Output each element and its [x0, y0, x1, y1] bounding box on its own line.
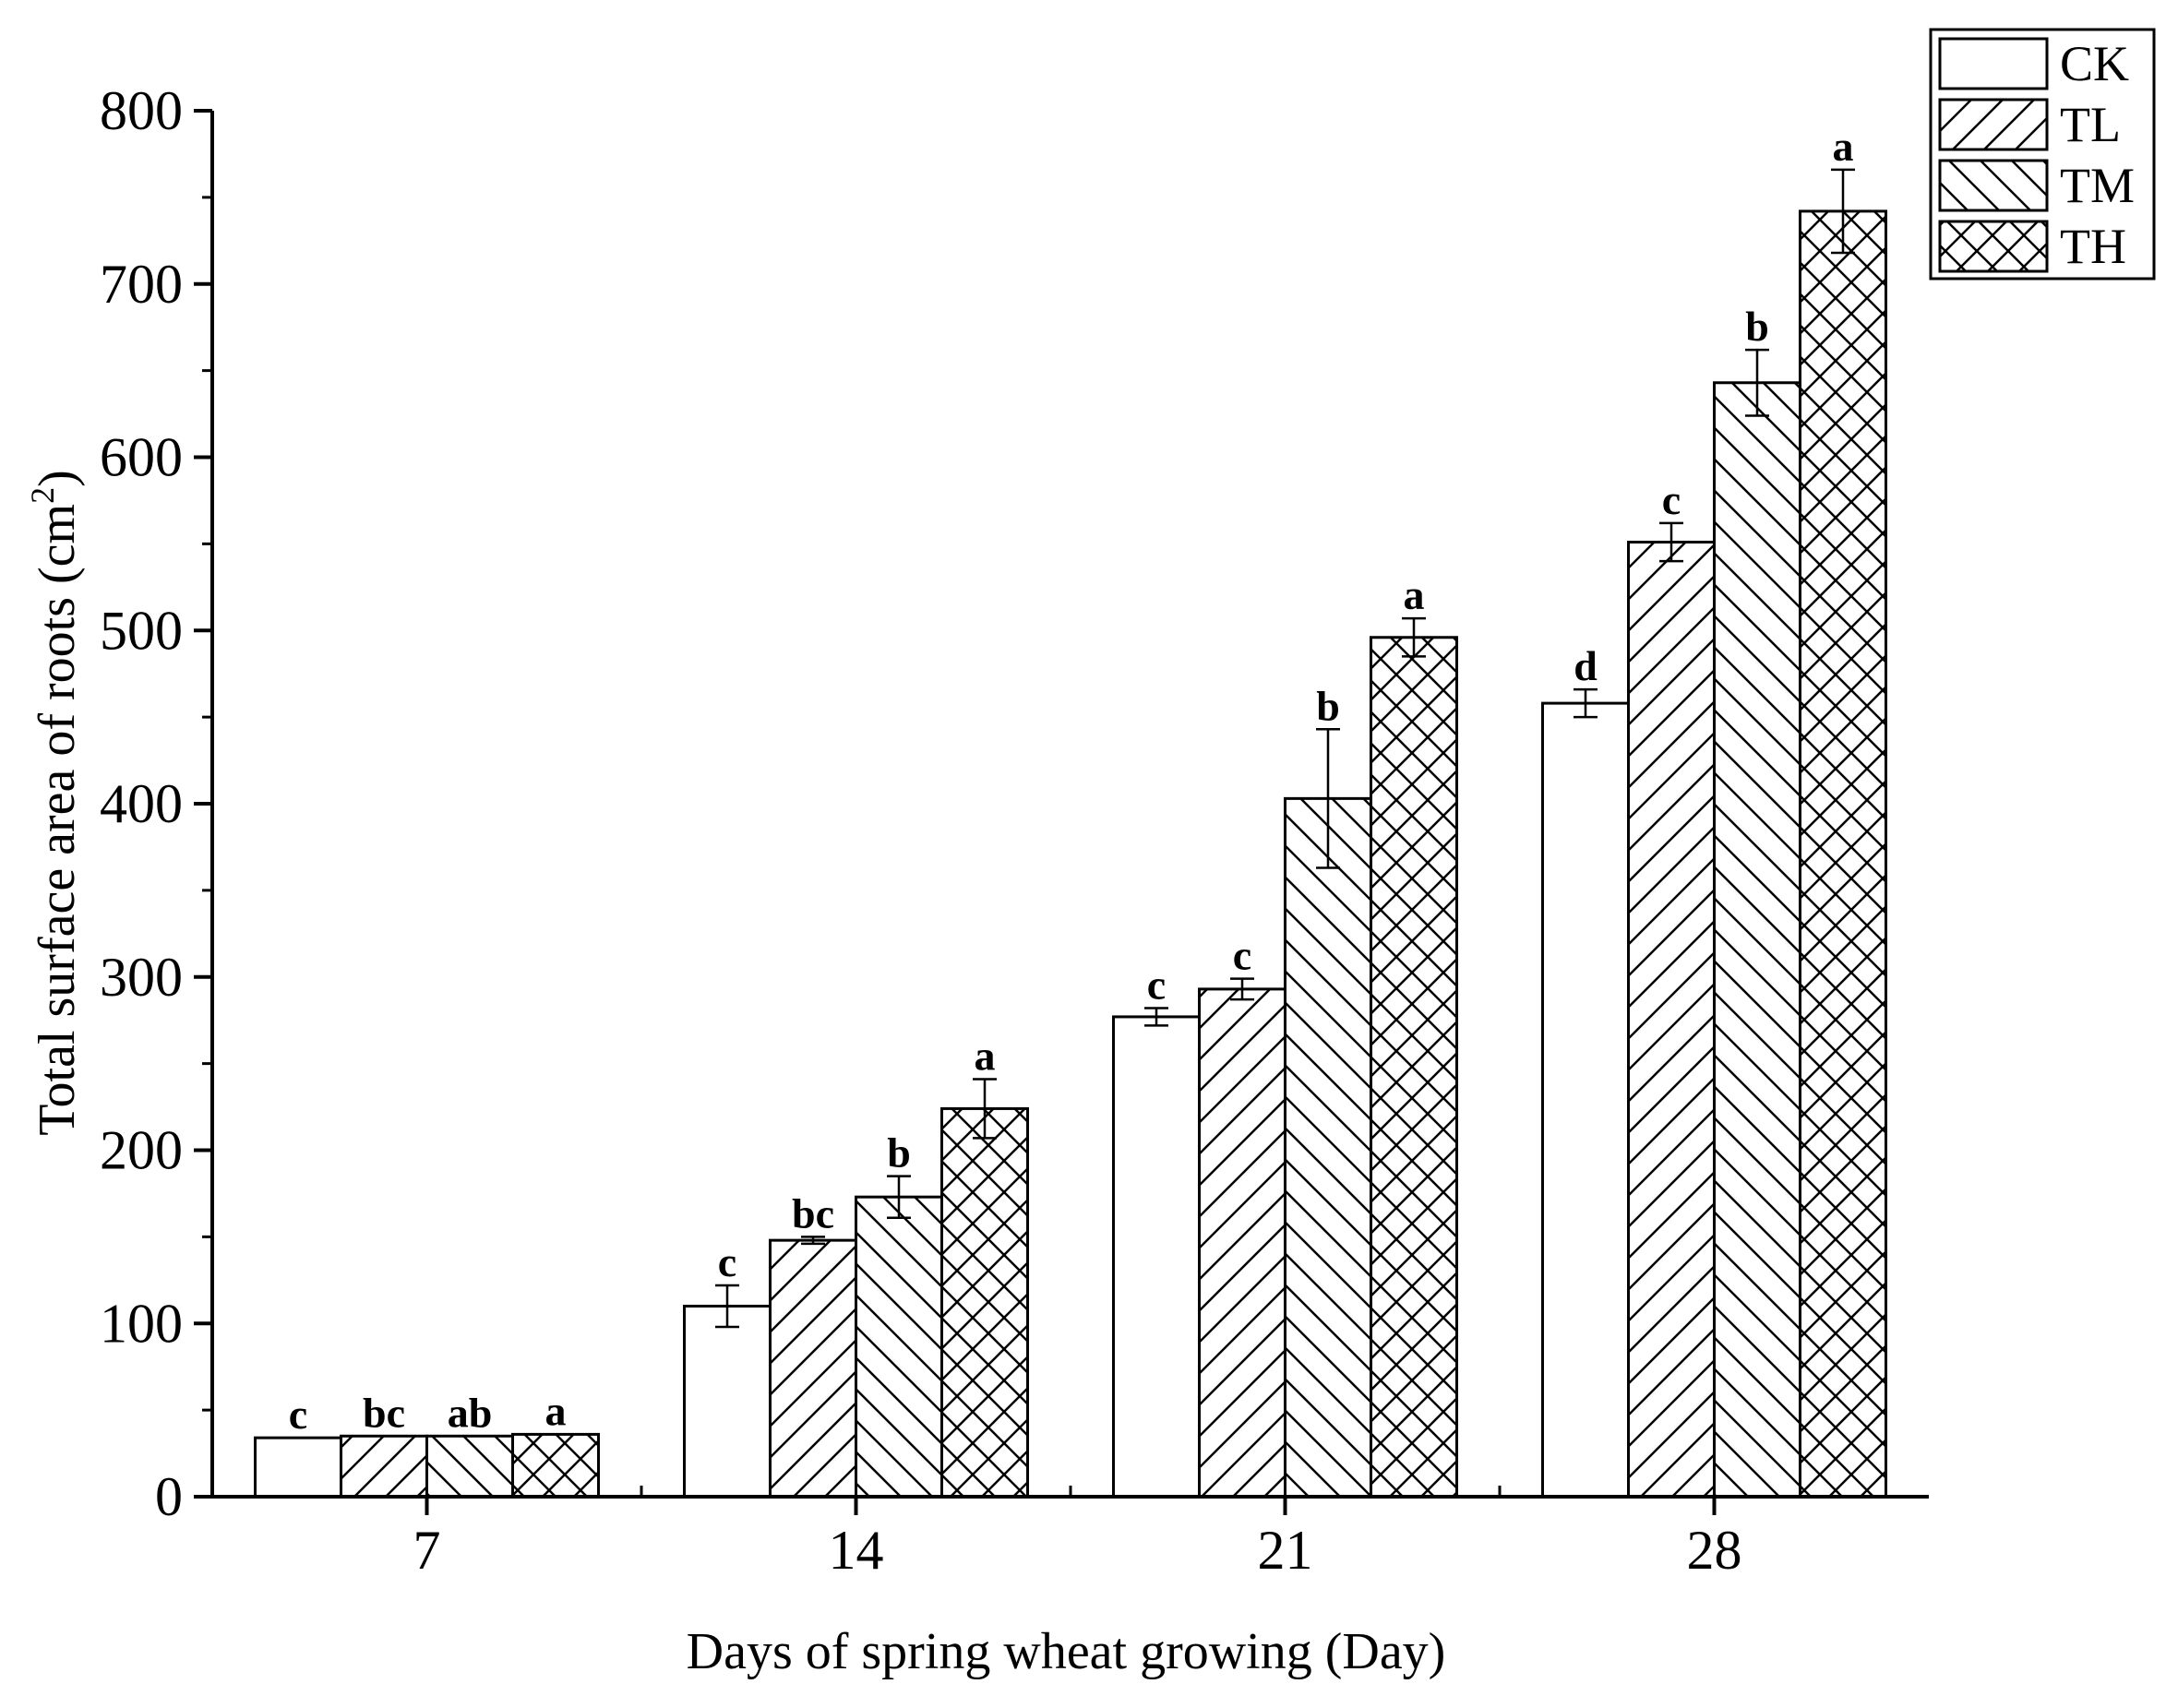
legend: CK TL TM TH — [1929, 28, 2156, 281]
x-tick-label-28: 28 — [1687, 1520, 1742, 1581]
significance-label-th-day-7: a — [545, 1387, 567, 1434]
bar-ck-day-21 — [1112, 1015, 1201, 1499]
bar-tl-day-7 — [340, 1434, 428, 1499]
error-bar-ck-day-28 — [1574, 687, 1598, 719]
significance-label-th-day-14: a — [975, 1033, 996, 1080]
significance-label-tm-day-7: ab — [448, 1389, 493, 1436]
y-tick-label-800: 800 — [100, 80, 183, 141]
significance-label-tl-day-21: c — [1233, 932, 1251, 979]
y-tick-label-400: 400 — [100, 773, 183, 834]
error-bar-ck-day-14 — [715, 1284, 739, 1329]
legend-swatch-th — [1938, 220, 2049, 273]
bar-tm-day-14 — [855, 1195, 943, 1499]
legend-swatch-tl — [1938, 98, 2049, 151]
bar-tl-day-28 — [1627, 540, 1716, 1499]
error-bar-th-day-28 — [1831, 168, 1855, 255]
x-tick-label-7: 7 — [413, 1520, 441, 1581]
y-tick-label-200: 200 — [100, 1120, 183, 1181]
y-tick-label-100: 100 — [100, 1293, 183, 1354]
error-bar-th-day-14 — [973, 1078, 997, 1140]
significance-label-tl-day-7: bc — [363, 1389, 405, 1436]
bar-ck-day-28 — [1541, 701, 1630, 1499]
legend-swatch-ck — [1938, 37, 2049, 90]
bar-tl-day-21 — [1198, 987, 1286, 1499]
bar-ck-day-7 — [254, 1436, 342, 1499]
error-bar-tm-day-28 — [1745, 348, 1769, 417]
y-tick-label-0: 0 — [155, 1466, 183, 1527]
error-bar-tm-day-21 — [1316, 728, 1340, 869]
y-tick-label-300: 300 — [100, 947, 183, 1008]
error-bar-tm-day-14 — [887, 1175, 911, 1219]
error-bar-tl-day-14 — [801, 1236, 825, 1246]
y-tick-label-600: 600 — [100, 427, 183, 488]
bar-tm-day-21 — [1284, 796, 1372, 1499]
significance-label-ck-day-14: c — [718, 1238, 736, 1285]
bar-th-day-7 — [511, 1432, 600, 1499]
y-axis-title: Total surface area of roots (cm2) — [24, 470, 86, 1136]
bar-ck-day-14 — [683, 1304, 772, 1499]
significance-label-tm-day-28: b — [1745, 303, 1769, 350]
legend-label-th: TH — [2060, 219, 2126, 274]
x-axis-title: Days of spring wheat growing (Day) — [687, 1623, 1446, 1680]
legend-label-tm: TM — [2060, 158, 2135, 213]
bars-layer — [254, 209, 1887, 1499]
error-bar-th-day-21 — [1402, 616, 1426, 658]
legend-label-ck: CK — [2060, 36, 2129, 91]
significance-label-ck-day-28: d — [1574, 642, 1598, 689]
significance-label-th-day-21: a — [1404, 571, 1425, 618]
y-tick-label-700: 700 — [100, 254, 183, 315]
x-tick-label-14: 14 — [829, 1520, 884, 1581]
significance-label-tl-day-28: c — [1662, 476, 1681, 523]
significance-label-ck-day-21: c — [1147, 961, 1166, 1009]
significance-label-tm-day-14: b — [887, 1129, 911, 1176]
error-bar-tl-day-21 — [1230, 977, 1254, 1001]
error-bar-ck-day-21 — [1144, 1007, 1168, 1027]
bar-tm-day-7 — [425, 1434, 514, 1499]
bar-tl-day-14 — [769, 1238, 857, 1499]
significance-label-tl-day-14: bc — [792, 1189, 834, 1236]
legend-swatch-tm — [1938, 159, 2049, 212]
legend-label-tl: TL — [2060, 97, 2121, 152]
bar-th-day-14 — [940, 1106, 1029, 1499]
bar-th-day-21 — [1370, 636, 1458, 1499]
bar-tm-day-28 — [1713, 381, 1801, 1499]
significance-label-tm-day-21: b — [1316, 682, 1340, 729]
error-bar-tl-day-28 — [1659, 521, 1683, 563]
significance-label-th-day-28: a — [1833, 123, 1854, 170]
error-bars-layer — [715, 168, 1855, 1329]
y-tick-label-500: 500 — [100, 600, 183, 661]
significance-label-ck-day-7: c — [289, 1391, 307, 1438]
axes-layer: 0 100 200 300 400 500 600 700 800 7 14 21 28 — [100, 80, 1929, 1581]
x-tick-label-21: 21 — [1258, 1520, 1313, 1581]
bar-th-day-28 — [1799, 209, 1887, 1499]
